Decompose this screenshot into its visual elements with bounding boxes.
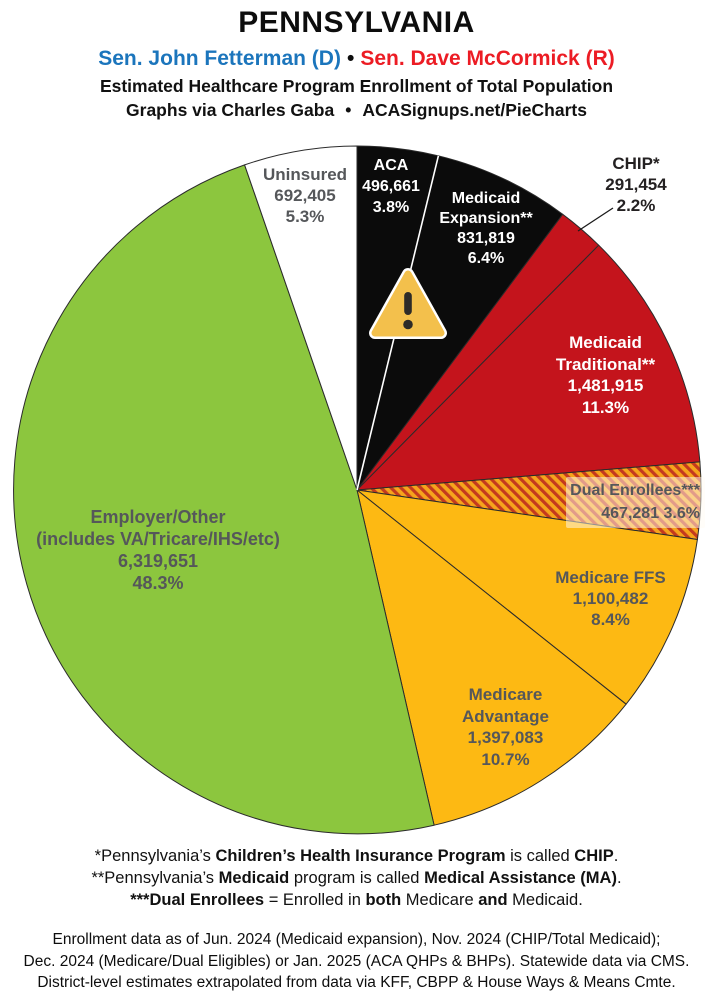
slice-percent: 6.4% (467, 250, 505, 267)
slice-value: 467,281 3.6% (601, 505, 700, 522)
warning-icon (369, 268, 447, 339)
footnote-text: Medicare (401, 891, 479, 909)
slice-name: Expansion** (439, 210, 533, 227)
slice-label-medicaid-traditional: Medicaid Traditional** 1,481,915 11.3% (518, 332, 693, 418)
source-line: Dec. 2024 (Medicare/Dual Eligibles) or J… (23, 952, 690, 970)
footnote-medicaid: **Pennsylvania’s Medicaid program is cal… (0, 867, 713, 889)
footnote-chip: *Pennsylvania’s Children’s Health Insura… (0, 845, 713, 867)
slice-value: 6,319,651 (117, 551, 199, 571)
slice-value: 831,819 (457, 230, 515, 247)
slice-percent: 3.8% (372, 199, 410, 216)
footnote-text: and (478, 891, 508, 909)
footnote-text: . (613, 847, 619, 865)
slice-percent: 10.7% (481, 749, 530, 769)
slice-value: 1,397,083 (467, 728, 544, 747)
footnote-text: Medical Assistance (MA) (424, 869, 617, 887)
chart-subtitle: Estimated Healthcare Program Enrollment … (99, 76, 614, 96)
slice-value: 496,661 (362, 178, 420, 195)
source-line: Enrollment data as of Jun. 2024 (Medicai… (52, 931, 661, 948)
senator-democrat: Sen. John Fetterman (D) (98, 47, 341, 70)
pie-slice-medicaid-expansion (356, 155, 564, 491)
slice-name: Traditional** (555, 354, 656, 374)
footnote-text: *Pennsylvania’s (94, 847, 216, 865)
pie-slices-group (13, 145, 702, 835)
slice-percent: 48.3% (132, 573, 184, 593)
pie-slice-uninsured (244, 145, 358, 491)
slice-percent: 5.3% (285, 207, 325, 226)
footnote-text: Children’s Health Insurance Program (215, 847, 506, 865)
footnote-text: . (616, 869, 622, 887)
slice-label-aca: ACA 496,661 3.8% (341, 155, 441, 218)
slice-label-medicaid-expansion: Medicaid Expansion** 831,819 6.4% (410, 189, 562, 269)
source-line: District-level estimates extrapolated fr… (37, 974, 676, 991)
slice-label-medicare-ffs: Medicare FFS 1,100,482 8.4% (528, 567, 693, 630)
header: PENNSYLVANIA Sen. John Fetterman (D) • Sen… (0, 0, 713, 121)
slice-percent: 2.2% (616, 196, 656, 215)
senators-line: Sen. John Fetterman (D) • Sen. Dave McCorm… (0, 47, 713, 71)
slice-percent: 8.4% (591, 610, 630, 629)
data-source-block: Enrollment data as of Jun. 2024 (Medicai… (0, 929, 713, 994)
slice-name: Advantage (462, 706, 549, 726)
slice-name: ACA (373, 157, 409, 174)
slice-name: Dual Enrollees*** (570, 482, 700, 499)
slice-label-medicare-advantage: Medicare Advantage 1,397,083 10.7% (423, 684, 588, 770)
slice-value: 1,481,915 (567, 376, 644, 395)
page-title: PENNSYLVANIA (238, 6, 475, 39)
slice-name: Employer/Other (90, 507, 226, 527)
chip-leader-line (577, 207, 614, 232)
slice-label-uninsured: Uninsured 692,405 5.3% (238, 164, 372, 227)
slice-name: Medicare (468, 685, 543, 704)
slice-value: 291,454 (605, 175, 667, 194)
slice-name: CHIP* (612, 154, 660, 173)
footnote-text: = Enrolled in (264, 891, 366, 909)
slice-value: 692,405 (274, 186, 336, 205)
slice-label-dual-enrollees: Dual Enrollees*** 467,281 3.6% (566, 477, 705, 528)
bullet-separator: • (345, 100, 352, 120)
footnote-text: Medicaid (218, 869, 290, 887)
slice-name: Medicaid (451, 190, 521, 207)
pie-slice-employer-other (13, 164, 435, 835)
slice-percent: 11.3% (581, 397, 630, 417)
footnote-text: CHIP (574, 847, 614, 865)
footnote-text: program is called (289, 869, 425, 887)
pie-slice-medicaid-traditional (356, 244, 701, 491)
slice-name: Medicare FFS (555, 568, 666, 587)
senator-republican: Sen. Dave McCormick (R) (360, 47, 615, 70)
footnote-text: is called (505, 847, 575, 865)
bullet-separator: • (346, 47, 355, 70)
slice-name: Uninsured (262, 165, 348, 184)
credit-site: ACASignups.net/PieCharts (362, 100, 587, 120)
pie-slice-medicare-ffs (356, 489, 698, 705)
slice-label-employer-other: Employer/Other (includes VA/Tricare/IHS/… (30, 506, 286, 594)
slice-label-chip: CHIP* 291,454 2.2% (575, 153, 697, 216)
slice-name: (includes VA/Tricare/IHS/etc) (36, 529, 280, 549)
pie-slice-medicare-advantage (356, 489, 627, 826)
footnotes: *Pennsylvania’s Children’s Health Insura… (0, 845, 713, 911)
footnote-text: Medicaid. (507, 891, 583, 909)
footnote-text: **Pennsylvania’s (91, 869, 219, 887)
credit-author: Graphs via Charles Gaba (126, 100, 335, 120)
credit-line: Graphs via Charles Gaba • ACASignups.net/P… (0, 100, 713, 121)
slice-name: Medicaid (569, 333, 642, 352)
footnote-text: ***Dual Enrollees (130, 891, 265, 909)
slice-value: 1,100,482 (572, 589, 649, 608)
footnote-text: both (365, 891, 402, 909)
footnote-dual: ***Dual Enrollees = Enrolled in both Med… (0, 889, 713, 911)
